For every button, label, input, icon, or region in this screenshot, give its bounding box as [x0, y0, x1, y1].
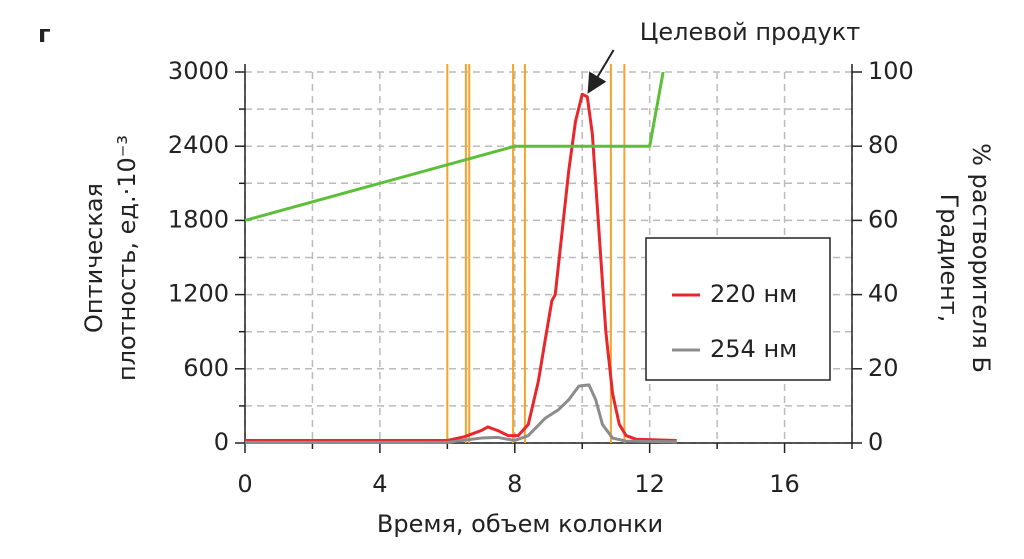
- panel-label: г: [38, 20, 51, 48]
- x-tick-label: 8: [507, 470, 522, 498]
- x-tick-label: 4: [372, 470, 387, 498]
- y-tick-label: 0: [214, 428, 229, 456]
- y2-tick-label: 20: [868, 354, 899, 382]
- x-tick-label: 12: [634, 470, 665, 498]
- y2-tick-label: 40: [868, 280, 899, 308]
- y-tick-label: 2400: [168, 131, 229, 159]
- annotation-arrow: [587, 49, 615, 94]
- y-axis-title: плотность, ед.·10⁻³: [113, 135, 141, 381]
- y2-axis-title: % растворителя Б: [967, 143, 995, 373]
- legend-label: 254 нм: [710, 335, 797, 363]
- y-tick-label: 3000: [168, 57, 229, 85]
- y-axis-title: Оптическая: [80, 183, 108, 333]
- x-tick-label: 16: [769, 470, 800, 498]
- y-tick-label: 1800: [168, 205, 229, 233]
- y2-axis-title: Градиент,: [935, 194, 963, 323]
- legend-box: [645, 237, 831, 381]
- y-tick-label: 1200: [168, 280, 229, 308]
- x-tick-label: 0: [237, 470, 252, 498]
- y2-tick-label: 0: [868, 428, 883, 456]
- y2-tick-label: 60: [868, 205, 899, 233]
- legend-label: 220 нм: [710, 280, 797, 308]
- x-axis-title: Время, объем колонки: [377, 510, 663, 538]
- y2-tick-label: 80: [868, 131, 899, 159]
- y-tick-label: 600: [183, 354, 229, 382]
- y2-tick-label: 100: [868, 57, 914, 85]
- series-line: [244, 71, 665, 222]
- series-line: [245, 383, 677, 444]
- series-line: [245, 92, 677, 443]
- annotation: Целевой продукт: [640, 18, 860, 46]
